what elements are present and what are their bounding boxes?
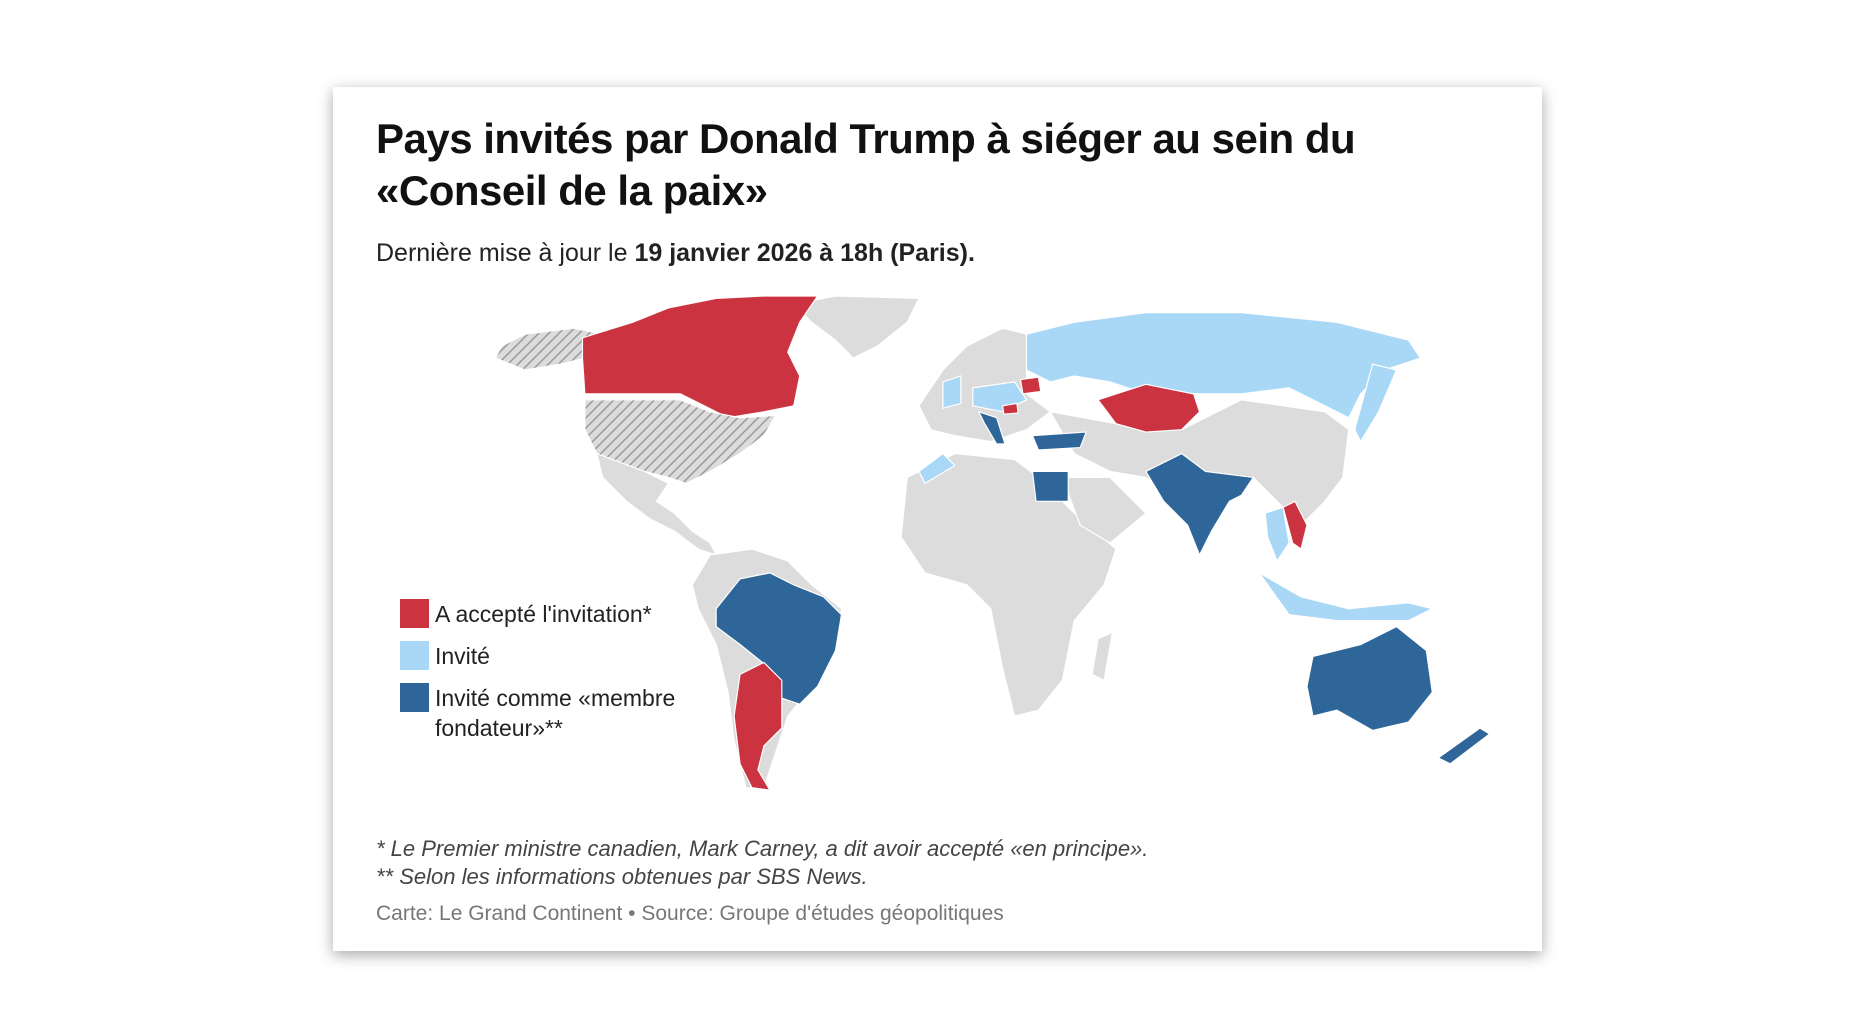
country-argentina (733, 661, 783, 791)
country-brazil (715, 572, 843, 705)
country-italy (977, 410, 1006, 445)
country-kazakhstan (1097, 383, 1201, 433)
country-india (1145, 452, 1255, 557)
subtitle-prefix: Dernière mise à jour le (376, 239, 635, 267)
country-canada (581, 295, 819, 419)
subtitle: Dernière mise à jour le 19 janvier 2026 … (376, 239, 975, 268)
country-new-zealand (1437, 727, 1491, 765)
country-japan (1354, 363, 1398, 443)
country-hungary (1001, 402, 1019, 415)
region-arabia (1061, 476, 1147, 544)
country-vietnam (1282, 500, 1308, 551)
country-turkey (1031, 431, 1088, 451)
region-africa (900, 452, 1117, 717)
region-southeast-asia-invited (1264, 506, 1290, 563)
country-australia (1306, 625, 1433, 732)
country-greenland (792, 295, 921, 359)
region-central-america (595, 452, 718, 557)
update-date: 19 janvier 2026 à 18h (Paris). (634, 239, 975, 267)
country-russia (1025, 312, 1422, 419)
country-belarus (1019, 376, 1042, 395)
map-card: Pays invités par Donald Trump à siéger a… (333, 87, 1542, 951)
country-madagascar (1091, 631, 1114, 682)
page-title: Pays invités par Donald Trump à siéger a… (376, 115, 1356, 214)
country-egypt (1031, 470, 1069, 502)
region-europe-invited (942, 375, 962, 409)
country-morocco (918, 452, 956, 485)
region-indonesia (1258, 572, 1435, 622)
